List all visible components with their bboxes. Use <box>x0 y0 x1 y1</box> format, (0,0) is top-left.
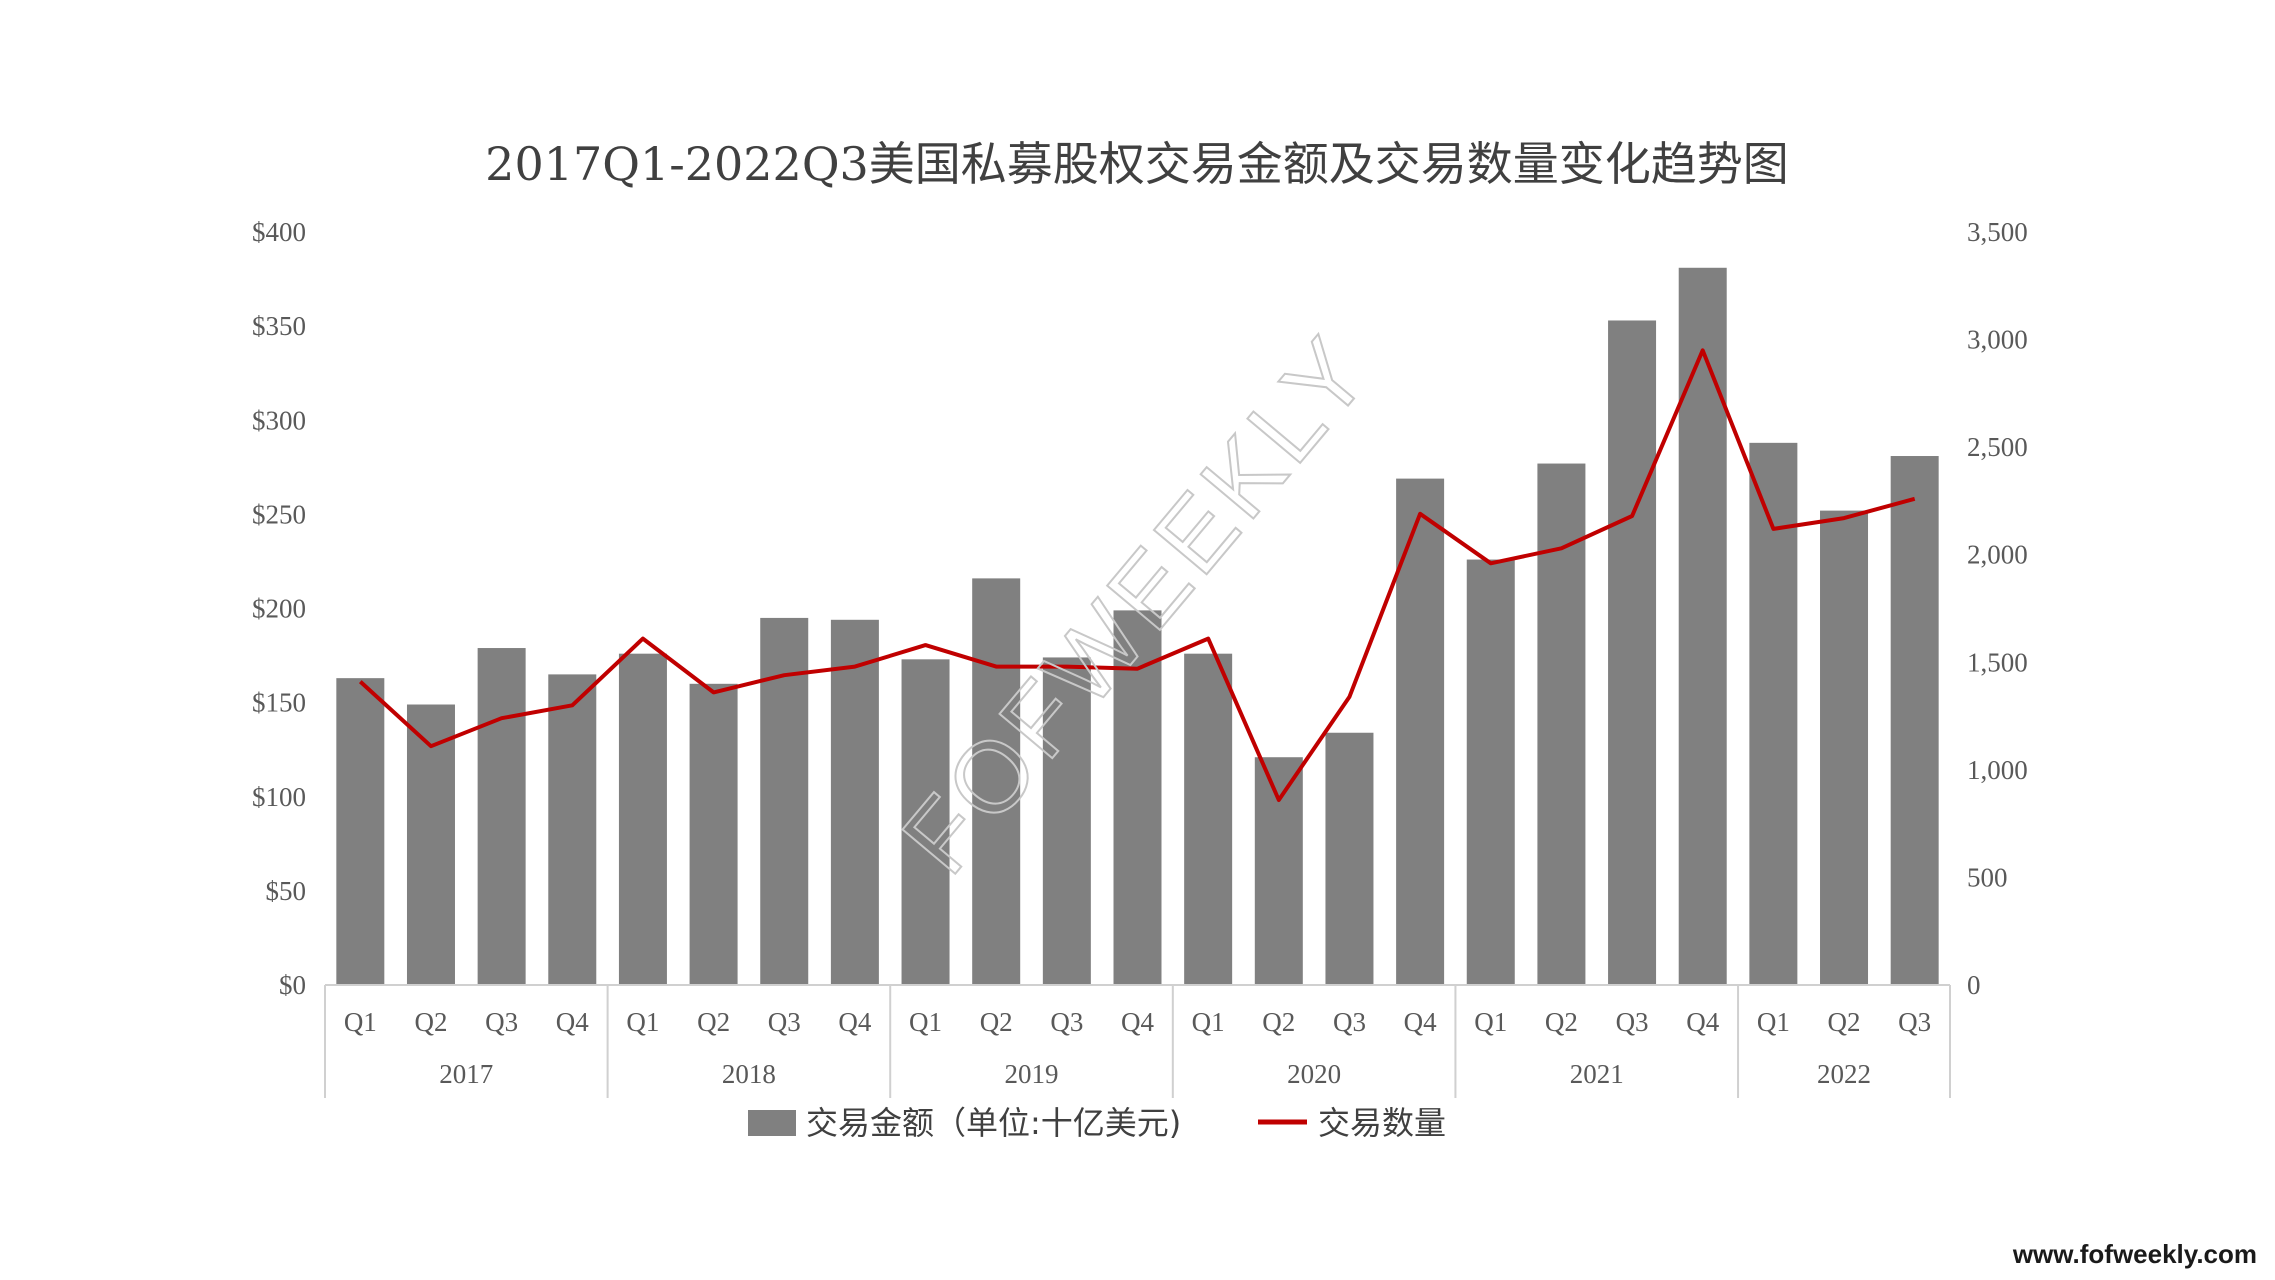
bar <box>830 619 879 985</box>
bar <box>477 648 526 985</box>
bar <box>1466 559 1515 985</box>
category-label: Q4 <box>1404 1007 1437 1037</box>
right-tick-label: 2,500 <box>1967 432 2028 462</box>
bar <box>1608 320 1657 985</box>
bar <box>1184 653 1233 985</box>
left-tick-label: $300 <box>252 405 306 435</box>
category-label: Q2 <box>1828 1007 1861 1037</box>
right-tick-label: 2,000 <box>1967 540 2028 570</box>
bar <box>689 683 738 985</box>
category-label: Q4 <box>1686 1007 1719 1037</box>
bar <box>1042 657 1091 985</box>
category-label: Q2 <box>414 1007 447 1037</box>
right-tick-label: 3,500 <box>1967 217 2028 247</box>
category-label: Q3 <box>768 1007 801 1037</box>
left-tick-label: $0 <box>279 970 306 1000</box>
year-label: 2019 <box>1005 1059 1059 1089</box>
site-url: www.fofweekly.com <box>2012 1239 2257 1269</box>
right-tick-label: 3,000 <box>1967 325 2028 355</box>
year-label: 2022 <box>1817 1059 1871 1089</box>
bar <box>406 704 455 985</box>
right-tick-label: 1,500 <box>1967 647 2028 677</box>
right-tick-label: 500 <box>1967 862 2008 892</box>
legend-bar-swatch <box>748 1110 796 1136</box>
left-axis: $0 $50 $100 $150 $200 $250 $300 $350 $400 <box>252 217 306 1000</box>
category-label: Q4 <box>838 1007 871 1037</box>
category-label: Q2 <box>697 1007 730 1037</box>
line-series <box>358 348 1916 802</box>
category-axis <box>324 984 1951 1098</box>
category-label: Q3 <box>1333 1007 1366 1037</box>
chart-title: 2017Q1-2022Q3美国私募股权交易金额及交易数量变化趋势图 <box>485 137 1789 191</box>
category-label: Q1 <box>626 1007 659 1037</box>
year-label: 2020 <box>1287 1059 1341 1089</box>
category-label: Q3 <box>1898 1007 1931 1037</box>
category-label: Q1 <box>1192 1007 1225 1037</box>
year-labels: 2017 2018 2019 2020 2021 2022 <box>439 1059 1871 1089</box>
bar <box>336 678 385 985</box>
left-tick-label: $50 <box>266 876 307 906</box>
category-label: Q3 <box>1616 1007 1649 1037</box>
legend-line-label: 交易数量 <box>1318 1104 1446 1142</box>
left-tick-label: $250 <box>252 499 306 529</box>
category-label: Q1 <box>909 1007 942 1037</box>
legend-bar-label: 交易金额（单位:十亿美元) <box>806 1104 1181 1142</box>
left-tick-label: $200 <box>252 594 306 624</box>
bar-series <box>336 267 1939 986</box>
category-label: Q1 <box>1757 1007 1790 1037</box>
right-tick-label: 1,000 <box>1967 755 2028 785</box>
category-label: Q2 <box>1262 1007 1295 1037</box>
bar <box>548 674 597 985</box>
legend: 交易金额（单位:十亿美元) 交易数量 <box>748 1104 1446 1142</box>
bar <box>1113 610 1162 985</box>
bar <box>1890 456 1939 986</box>
bar <box>1325 732 1374 985</box>
bar <box>901 659 950 985</box>
year-label: 2018 <box>722 1059 776 1089</box>
left-tick-label: $350 <box>252 311 306 341</box>
category-label: Q3 <box>1050 1007 1083 1037</box>
left-tick-label: $150 <box>252 688 306 718</box>
bar <box>1820 510 1869 985</box>
left-tick-label: $100 <box>252 782 306 812</box>
category-label: Q1 <box>344 1007 377 1037</box>
right-tick-label: 0 <box>1967 970 1981 1000</box>
year-label: 2017 <box>439 1059 493 1089</box>
left-tick-label: $400 <box>252 217 306 247</box>
year-label: 2021 <box>1570 1059 1624 1089</box>
right-axis: 0 500 1,000 1,500 2,000 2,500 3,000 3,500 <box>1967 217 2028 1000</box>
category-label: Q2 <box>1545 1007 1578 1037</box>
category-label: Q1 <box>1474 1007 1507 1037</box>
category-labels: Q1 Q2 Q3 Q4 Q1 Q2 Q3 Q4 Q1 Q2 Q3 Q4 Q1 Q2 Q3 Q4 Q1 Q2 Q3 Q4… <box>344 1007 1931 1037</box>
bar <box>1678 267 1727 986</box>
category-label: Q4 <box>1121 1007 1154 1037</box>
category-label: Q3 <box>485 1007 518 1037</box>
bar <box>1396 478 1445 985</box>
bar <box>972 578 1021 985</box>
bar <box>1749 442 1798 986</box>
bar <box>1254 757 1303 985</box>
category-label: Q4 <box>556 1007 589 1037</box>
bar <box>618 653 667 985</box>
category-label: Q2 <box>980 1007 1013 1037</box>
